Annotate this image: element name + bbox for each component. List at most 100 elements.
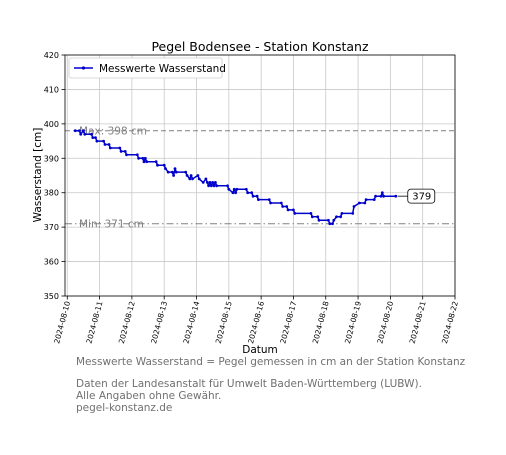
data-point	[164, 167, 167, 171]
data-point	[279, 201, 283, 205]
data-point	[173, 167, 177, 171]
data-point	[317, 218, 321, 222]
data-point	[197, 177, 201, 181]
footer-disclaimer: Alle Angaben ohne Gewähr.	[76, 390, 222, 402]
y-axis-label: Wasserstand [cm]	[32, 128, 44, 223]
x-axis-label: Datum	[242, 344, 278, 356]
plot-frame	[64, 54, 456, 297]
data-point	[286, 208, 290, 212]
data-point	[119, 150, 123, 153]
reference-line-label: Min: 371 cm	[79, 219, 144, 231]
data-point	[269, 201, 272, 205]
data-point	[226, 184, 229, 188]
data-point	[108, 146, 112, 150]
data-point	[141, 156, 145, 160]
data-point	[293, 212, 297, 215]
y-tick-label: 370	[44, 223, 59, 232]
data-point	[234, 191, 238, 195]
data-point	[292, 208, 295, 212]
data-point	[166, 170, 170, 174]
chart-title: Pegel Bodensee - Station Konstanz	[151, 39, 369, 54]
legend-box	[68, 57, 223, 79]
data-point	[340, 212, 344, 215]
legend-series-label: Messwerte Wasserstand	[99, 63, 226, 75]
y-tick-label: 420	[44, 51, 59, 60]
data-point	[328, 222, 332, 226]
data-point	[232, 187, 236, 191]
data-point	[207, 184, 211, 188]
data-point	[201, 181, 205, 184]
data-point	[103, 143, 107, 146]
data-point	[102, 139, 105, 143]
data-point	[250, 191, 254, 195]
data-point	[379, 194, 383, 198]
data-point	[174, 170, 178, 174]
data-point	[374, 194, 377, 198]
data-point	[184, 170, 188, 174]
data-point	[281, 205, 285, 208]
data-point	[95, 139, 99, 143]
data-point	[212, 184, 216, 188]
data-point	[143, 156, 147, 160]
data-point	[205, 181, 209, 184]
data-point	[372, 198, 376, 202]
data-point	[83, 132, 87, 136]
data-point	[145, 160, 149, 164]
data-point	[185, 174, 189, 177]
data-point	[267, 198, 271, 202]
data-point	[135, 153, 139, 157]
data-point	[196, 174, 200, 177]
data-point	[107, 143, 111, 146]
y-tick-label: 410	[44, 85, 59, 94]
legend: Messwerte Wasserstand	[68, 57, 226, 79]
reference-lines: Max: 398 cm Min: 371 cm	[65, 126, 455, 231]
data-point	[394, 194, 398, 198]
data-point	[79, 132, 83, 136]
data-point	[123, 150, 127, 153]
data-point	[309, 212, 313, 215]
data-point	[170, 170, 174, 174]
data-point	[211, 181, 215, 184]
data-point	[255, 194, 259, 198]
data-point	[162, 163, 166, 167]
legend-marker	[81, 66, 86, 70]
current-value-label: 379	[412, 192, 431, 203]
y-tick-label: 360	[44, 258, 59, 267]
data-point	[118, 146, 122, 150]
data-point	[316, 215, 320, 219]
data-point	[332, 218, 336, 222]
data-point	[364, 198, 368, 202]
data-point	[73, 129, 77, 133]
data-point	[351, 212, 355, 215]
data-point	[335, 215, 338, 219]
data-point	[310, 215, 314, 219]
footer-description: Messwerte Wasserstand = Pegel gemessen i…	[76, 356, 466, 368]
y-tick-label: 350	[44, 292, 59, 301]
data-point	[257, 198, 260, 202]
y-tick-label: 390	[44, 154, 59, 163]
current-value-box	[407, 188, 436, 204]
data-point	[172, 174, 176, 177]
data-point	[380, 191, 384, 195]
data-point	[251, 194, 255, 198]
reference-line-label: Max: 398 cm	[79, 126, 147, 138]
series-layer	[73, 129, 398, 226]
data-point	[94, 136, 97, 140]
data-point	[191, 177, 194, 181]
current-value-annotation: 379	[397, 188, 436, 204]
data-point	[244, 187, 248, 191]
data-point	[231, 191, 235, 195]
data-point	[137, 156, 141, 160]
data-point	[78, 129, 81, 133]
data-point	[189, 174, 193, 177]
footer-source: Daten der Landesanstalt für Umwelt Baden…	[76, 378, 422, 390]
data-point	[188, 177, 192, 181]
data-point	[142, 160, 146, 164]
data-point	[363, 201, 367, 205]
data-point	[327, 218, 330, 222]
data-point	[215, 184, 219, 188]
data-point	[352, 205, 356, 208]
data-point	[204, 177, 208, 181]
data-point	[214, 181, 217, 184]
